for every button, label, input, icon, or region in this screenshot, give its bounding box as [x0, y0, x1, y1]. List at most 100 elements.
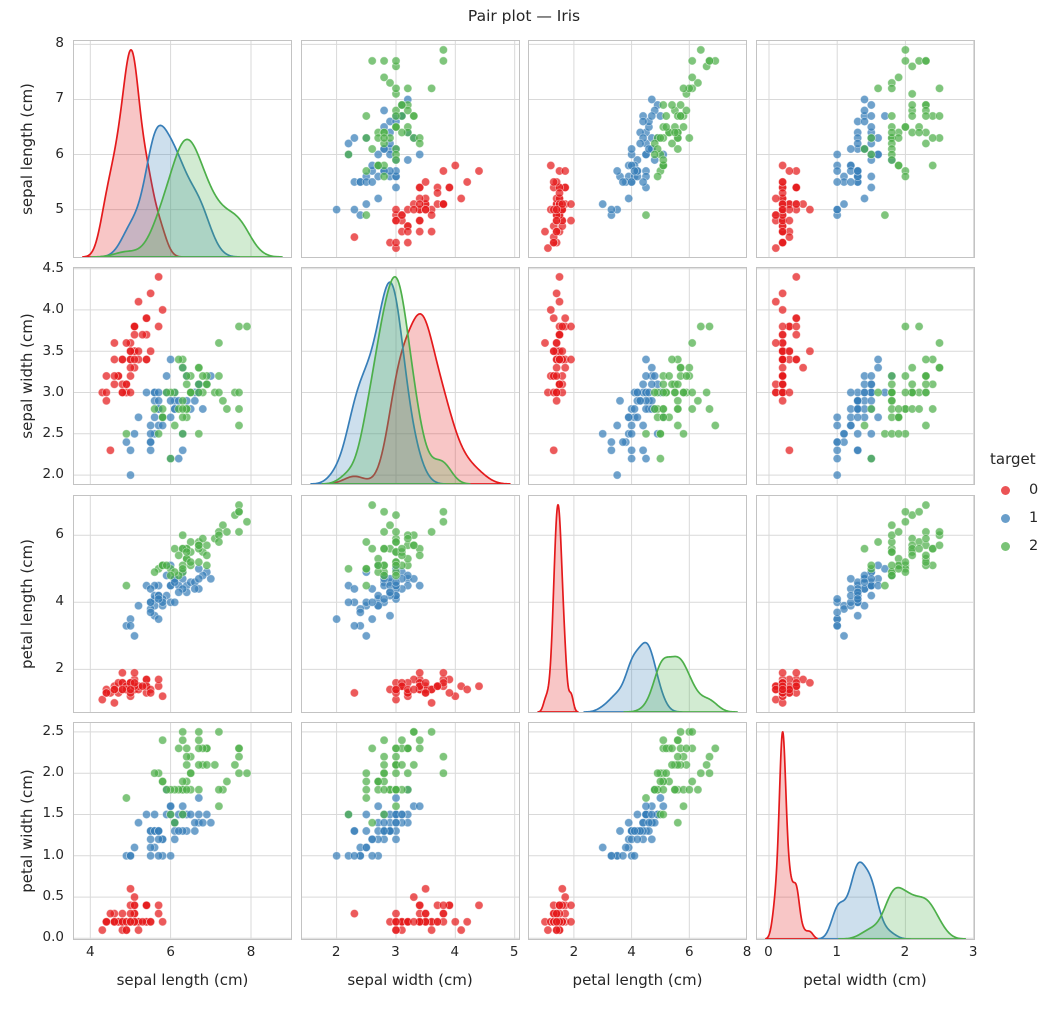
subplot-petal-width-cm-vs-sepal-width-cm — [300, 721, 520, 940]
axes-spines — [73, 721, 292, 940]
axes-spines — [73, 494, 292, 713]
axes-spines — [300, 267, 520, 486]
axes-spines — [73, 267, 292, 486]
gridlines — [300, 721, 520, 940]
axes-spines — [300, 721, 520, 940]
x-tick-label: 4 — [85, 944, 95, 960]
y-tick-label: 2 — [55, 660, 64, 676]
scatter-series-1 — [598, 95, 668, 220]
axes-spines — [755, 494, 975, 713]
axes-spines — [755, 267, 975, 486]
gridlines — [300, 494, 520, 713]
subplot-sepal-length-cm-vs-petal-width-cm — [755, 40, 975, 258]
legend: target 0 1 2 — [988, 450, 1038, 560]
x-axis-label-petal-length-cm: petal length (cm) — [572, 971, 703, 989]
x-tick-label: 2 — [900, 944, 910, 960]
scatter-series-0 — [540, 884, 576, 935]
scatter-series-0 — [349, 161, 483, 253]
axes-spines — [755, 40, 975, 258]
legend-entry-1: 1 — [988, 504, 1038, 532]
scatter-series-0 — [97, 884, 168, 935]
x-tick-label: 4 — [627, 944, 636, 960]
x-axis-label-petal-width-cm: petal width (cm) — [803, 971, 927, 989]
kde-series-0 — [82, 48, 183, 258]
legend-marker-icon — [1001, 541, 1010, 551]
scatter-series-2 — [121, 322, 252, 464]
x-tick-label: 2 — [569, 944, 579, 960]
legend-entry-label: 1 — [1029, 510, 1039, 526]
y-tick-label: 1.0 — [42, 846, 64, 863]
y-tick-label: 0.5 — [42, 887, 64, 904]
y-tick-label: 5 — [55, 200, 64, 217]
axes-spines — [528, 40, 747, 258]
subplot-sepal-length-cm-vs-petal-length-cm — [528, 40, 747, 258]
legend-entries: 0 1 2 — [988, 476, 1038, 560]
kde-series-0 — [764, 730, 821, 940]
axes-spines — [528, 494, 747, 713]
scatter-series-2 — [121, 500, 252, 590]
subplot-sepal-length-cm-vs-sepal-width-cm — [300, 40, 520, 258]
scatter-series-0 — [540, 272, 576, 456]
scatter-series-2 — [343, 500, 448, 590]
scatter-series-2 — [859, 45, 944, 220]
kde-series-2 — [90, 138, 283, 258]
kde-series-2 — [837, 886, 966, 940]
subplot-sepal-width-cm-vs-petal-width-cm — [755, 267, 975, 486]
x-tick-label: 4 — [450, 944, 460, 960]
axes-spines — [300, 40, 520, 258]
scatter-series-0 — [97, 272, 168, 456]
legend-entry-label: 2 — [1029, 538, 1039, 554]
subplot-petal-length-cm-vs-petal-width-cm — [755, 494, 975, 713]
gridlines — [528, 494, 747, 713]
y-axis-label-petal-length-cm: petal length (cm) — [18, 538, 36, 669]
y-tick-label: 4.0 — [42, 301, 64, 318]
subplot-petal-length-cm-vs-sepal-length-cm — [73, 494, 292, 713]
x-tick-label: 2 — [331, 944, 341, 960]
scatter-series-2 — [859, 322, 944, 464]
y-tick-label: 4.5 — [42, 259, 64, 276]
scatter-series-2 — [343, 45, 448, 220]
subplot-petal-length-cm-vs-petal-length-cm — [528, 494, 747, 713]
scatter-series-2 — [343, 727, 448, 828]
y-tick-label: 3.0 — [42, 383, 64, 400]
subplot-petal-width-cm-vs-petal-width-cm — [755, 721, 975, 940]
kde-series-2 — [320, 276, 471, 486]
y-tick-label: 2.5 — [42, 425, 64, 442]
x-tick-label: 3 — [391, 944, 400, 960]
scatter-series-2 — [641, 322, 720, 464]
y-tick-label: 0.0 — [42, 929, 64, 946]
subplot-sepal-width-cm-vs-sepal-width-cm — [300, 267, 520, 486]
x-tick-label: 1 — [832, 944, 841, 960]
scatter-series-1 — [598, 785, 668, 861]
x-tick-label: 3 — [968, 944, 978, 960]
x-tick-label: 5 — [509, 944, 519, 960]
x-tick-label: 6 — [166, 944, 175, 960]
axes-spines — [300, 494, 520, 713]
y-tick-label: 8 — [55, 35, 64, 52]
subplot-petal-width-cm-vs-petal-length-cm — [528, 721, 747, 940]
scatter-series-0 — [540, 161, 576, 253]
scatter-series-0 — [97, 667, 168, 707]
scatter-series-2 — [121, 727, 252, 828]
chart-title: Pair plot — Iris — [467, 7, 581, 25]
x-tick-label: 8 — [742, 944, 752, 960]
x-tick-label: 0 — [764, 944, 773, 960]
axes-spines — [528, 267, 747, 486]
y-tick-label: 2.5 — [42, 722, 64, 739]
scatter-series-1 — [832, 560, 896, 640]
y-axis-label-sepal-length-cm: sepal length (cm) — [18, 83, 36, 215]
subplot-sepal-width-cm-vs-petal-length-cm — [528, 267, 747, 486]
scatter-series-0 — [770, 161, 814, 253]
kde-series-2 — [623, 655, 738, 713]
legend-entry-label: 0 — [1029, 482, 1039, 498]
x-tick-label: 8 — [246, 944, 256, 960]
y-tick-label: 1.5 — [42, 805, 64, 822]
scatter-series-2 — [859, 500, 944, 590]
kde-series-1 — [583, 641, 683, 713]
scatter-series-1 — [832, 95, 896, 220]
kde-series-1 — [97, 124, 241, 258]
y-axis-label-petal-width-cm: petal width (cm) — [18, 769, 36, 893]
subplot-sepal-width-cm-vs-sepal-length-cm — [73, 267, 292, 486]
scatter-series-2 — [641, 727, 720, 828]
